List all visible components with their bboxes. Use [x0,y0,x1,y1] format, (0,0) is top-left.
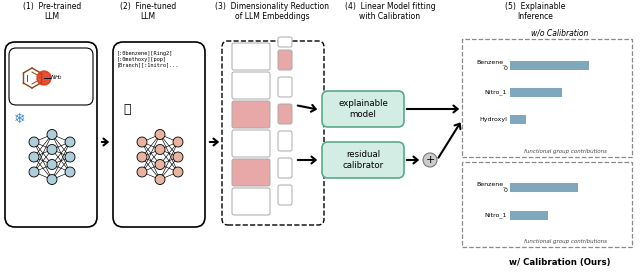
Circle shape [65,137,75,147]
FancyBboxPatch shape [278,131,292,151]
Text: w/o Calibration: w/o Calibration [531,28,589,37]
Circle shape [155,144,165,155]
Text: functional group contributions: functional group contributions [524,239,607,244]
Circle shape [173,137,183,147]
Circle shape [173,152,183,162]
Bar [510,87,562,97]
Circle shape [29,137,39,147]
FancyBboxPatch shape [232,72,270,99]
Bar [462,162,632,247]
Circle shape [137,167,147,177]
Text: residual
calibrator: residual calibrator [342,150,383,170]
Text: Nitro_1: Nitro_1 [484,89,507,95]
FancyBboxPatch shape [278,50,292,70]
Text: 🔥: 🔥 [123,103,131,116]
Text: Hydroxyl: Hydroxyl [479,117,507,122]
Bar [510,210,548,219]
Circle shape [47,130,57,139]
Bar [510,60,589,70]
Circle shape [173,167,183,177]
Circle shape [155,160,165,169]
Text: Benzene_
0: Benzene_ 0 [477,59,507,71]
Circle shape [37,71,51,85]
Circle shape [47,160,57,169]
FancyBboxPatch shape [232,188,270,215]
Circle shape [65,152,75,162]
FancyBboxPatch shape [232,130,270,157]
Circle shape [47,175,57,185]
Circle shape [155,175,165,185]
Circle shape [65,167,75,177]
Bar [510,114,526,123]
Text: (1)  Pre-trained
LLM: (1) Pre-trained LLM [23,2,81,21]
Circle shape [137,152,147,162]
FancyBboxPatch shape [232,101,270,128]
FancyBboxPatch shape [222,41,324,225]
Circle shape [155,130,165,139]
Circle shape [29,167,39,177]
Circle shape [47,144,57,155]
Circle shape [423,153,437,167]
FancyBboxPatch shape [113,42,205,227]
Text: Benzene_
0: Benzene_ 0 [477,181,507,193]
Text: ❄: ❄ [14,112,26,126]
FancyBboxPatch shape [232,159,270,186]
FancyBboxPatch shape [5,42,97,227]
Text: [:0benzene][Ring2]
[:0methoxy][pop]
[Branch][:1nitro]...: [:0benzene][Ring2] [:0methoxy][pop] [Bra… [117,51,179,68]
Text: $NH_2$: $NH_2$ [50,73,63,82]
FancyBboxPatch shape [278,37,292,47]
Text: (3)  Dimensionality Reduction
of LLM Embeddings: (3) Dimensionality Reduction of LLM Embe… [215,2,329,21]
Text: explainable
model: explainable model [338,99,388,119]
Text: Nitro_1: Nitro_1 [484,212,507,218]
Text: w/ Calibration (Ours): w/ Calibration (Ours) [509,258,611,267]
Circle shape [29,152,39,162]
FancyBboxPatch shape [232,43,270,70]
FancyBboxPatch shape [322,142,404,178]
Bar [510,183,577,191]
Circle shape [137,137,147,147]
Bar [462,39,632,157]
FancyBboxPatch shape [278,158,292,178]
Text: (4)  Linear Model fitting
with Calibration: (4) Linear Model fitting with Calibratio… [345,2,435,21]
FancyBboxPatch shape [278,77,292,97]
Text: +: + [426,155,435,165]
FancyBboxPatch shape [9,48,93,105]
Text: functional group contributions: functional group contributions [524,149,607,154]
Text: (5)  Explainable
Inference: (5) Explainable Inference [505,2,565,21]
FancyBboxPatch shape [278,104,292,124]
Text: (2)  Fine-tuned
LLM: (2) Fine-tuned LLM [120,2,176,21]
FancyBboxPatch shape [278,185,292,205]
FancyBboxPatch shape [322,91,404,127]
